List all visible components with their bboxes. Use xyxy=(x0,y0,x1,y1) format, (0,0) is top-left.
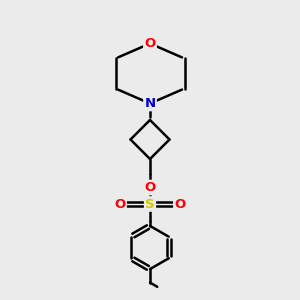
Text: O: O xyxy=(144,37,156,50)
Text: O: O xyxy=(174,197,186,211)
Text: O: O xyxy=(144,181,156,194)
Text: O: O xyxy=(114,197,126,211)
Text: S: S xyxy=(145,197,155,211)
Text: N: N xyxy=(144,97,156,110)
